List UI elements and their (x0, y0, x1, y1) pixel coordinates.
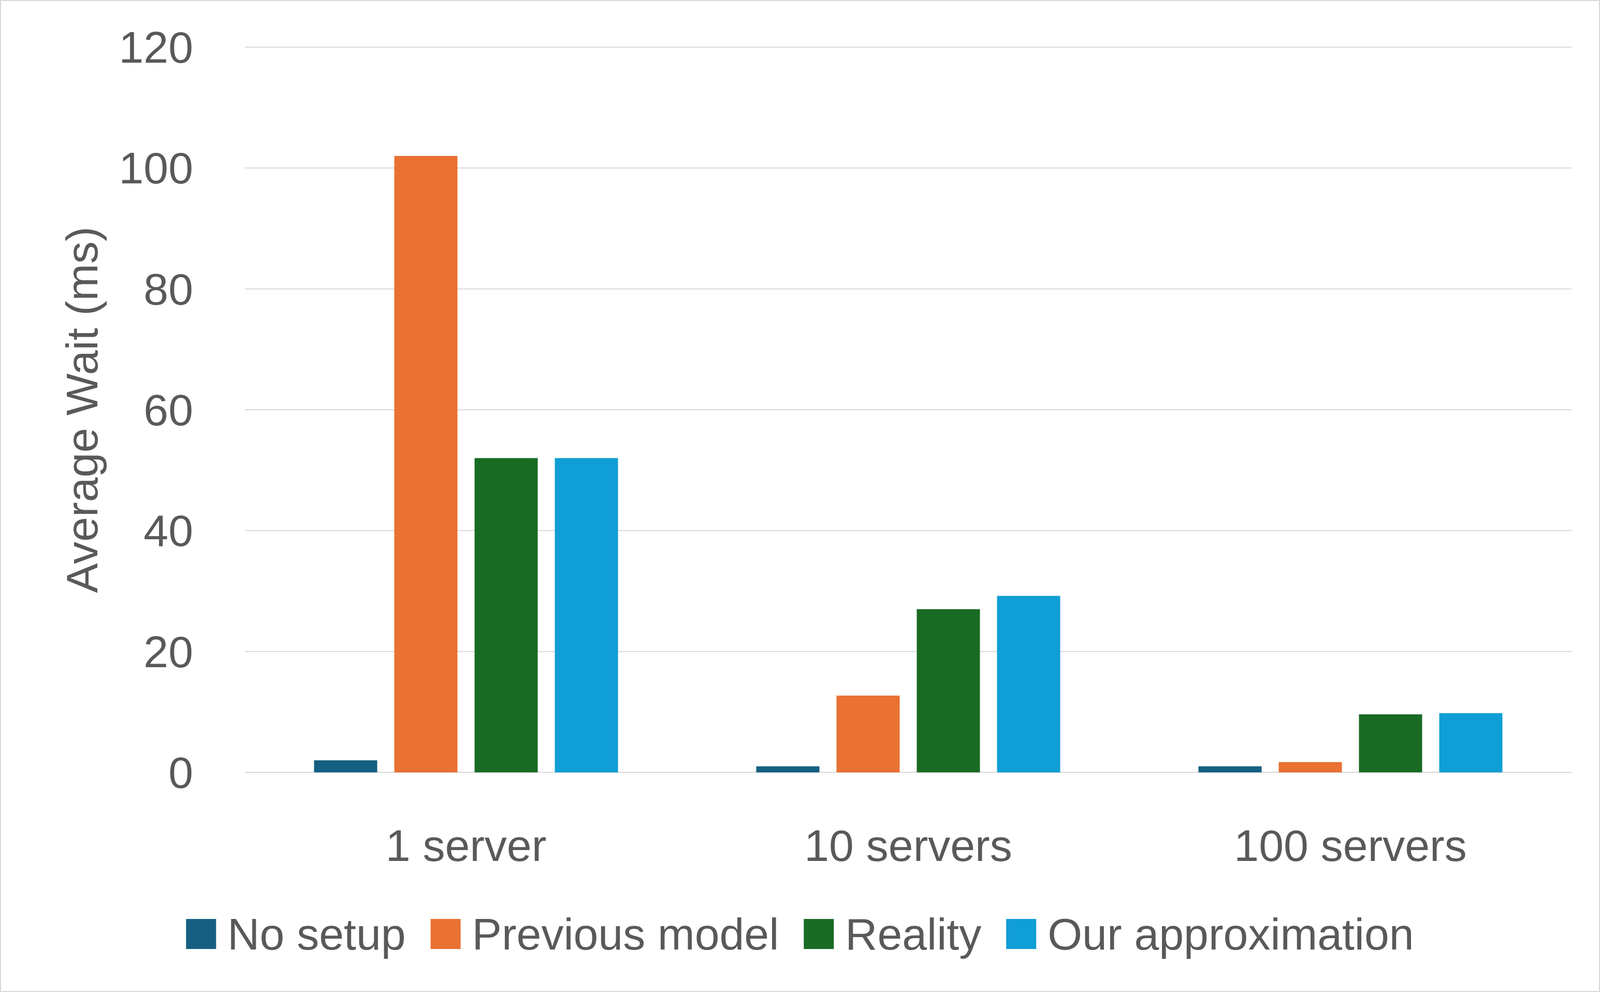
bar (917, 608, 981, 773)
x-tick-label: 100 servers (1233, 820, 1467, 870)
y-tick-label: 120 (119, 22, 194, 72)
bar (394, 155, 458, 773)
legend-swatch (430, 918, 461, 949)
y-tick-label: 80 (143, 264, 194, 314)
y-tick-label: 20 (143, 626, 194, 677)
legend: No setup Previous model Reality Our approxi… (185, 908, 1414, 959)
legend-label: No setup (227, 908, 406, 959)
bar (997, 595, 1061, 773)
legend-label: Previous model (472, 908, 780, 959)
chart-border (0, 0, 1600, 992)
y-axis-label: Average Wait (ms) (56, 226, 107, 593)
x-tick-label: 10 servers (804, 820, 1013, 870)
bar (1359, 714, 1423, 773)
bar (756, 765, 820, 773)
legend-swatch (1006, 918, 1037, 949)
bar (836, 695, 900, 773)
bar (1198, 765, 1262, 773)
legend-swatch (803, 918, 834, 949)
y-tick-label: 100 (119, 142, 194, 193)
y-tick-label: 60 (143, 384, 194, 435)
bar (555, 457, 619, 773)
x-tick-label: 1 server (385, 820, 547, 870)
legend-label: Our approximation (1047, 908, 1414, 959)
bar (1439, 713, 1503, 773)
grid-line (244, 46, 1572, 48)
y-tick-label: 0 (168, 747, 194, 797)
bar (314, 760, 378, 773)
bar (474, 457, 538, 773)
bar (1278, 761, 1343, 773)
bars (314, 155, 1503, 773)
chart: 0 20 40 60 80 100 120 Average Wait (ms) 1 server… (0, 0, 1600, 992)
y-tick-label: 40 (143, 505, 194, 556)
legend-label: Reality (845, 908, 982, 959)
legend-swatch (185, 918, 216, 949)
